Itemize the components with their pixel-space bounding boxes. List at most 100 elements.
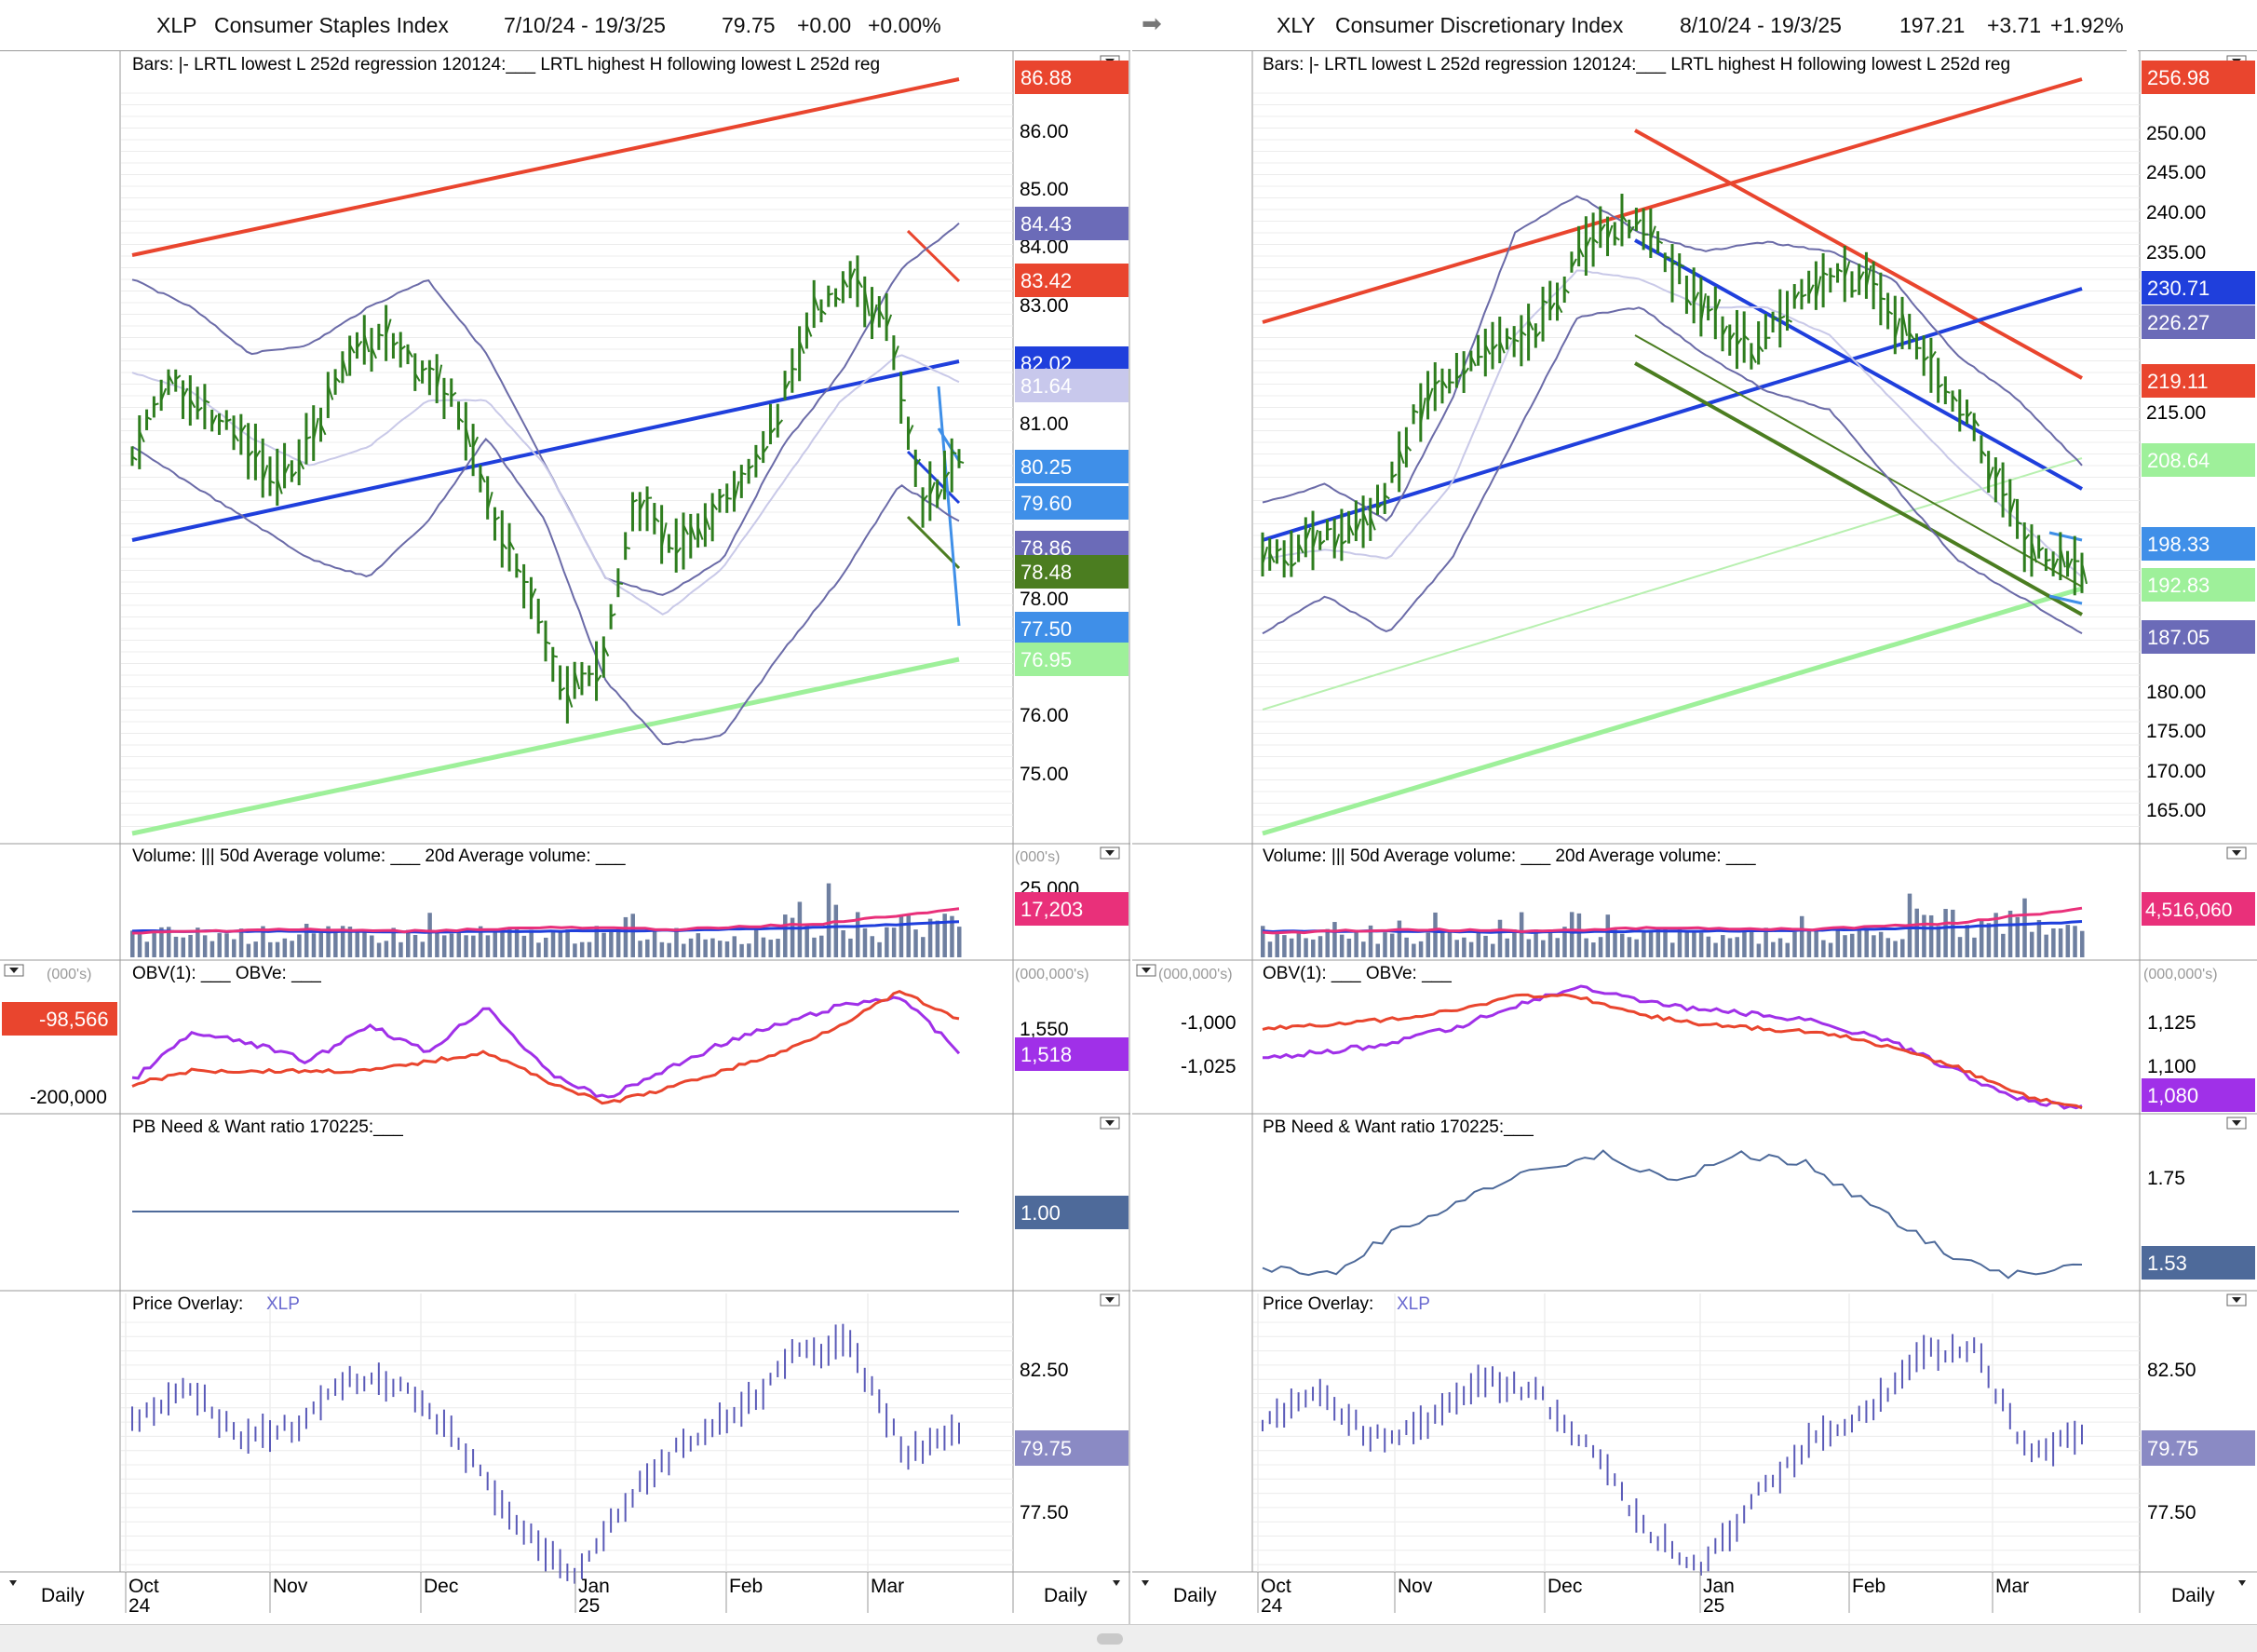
svg-text:1.00: 1.00	[1020, 1201, 1061, 1225]
left-volume-bar	[399, 941, 403, 957]
right-price-tag: 226.27	[2142, 305, 2255, 339]
left-pb-menu-icon[interactable]	[1100, 1117, 1120, 1130]
right-volume-bar	[1304, 938, 1308, 957]
svg-text:1,080: 1,080	[2147, 1084, 2198, 1107]
left-volume-bar	[855, 912, 860, 957]
left-price-tick-label: 83.00	[1020, 295, 1069, 317]
left-period-left-icon	[9, 1580, 17, 1586]
left-obv-menu-icon[interactable]	[4, 964, 24, 977]
svg-text:76.95: 76.95	[1020, 648, 1072, 671]
left-price-bar-tick	[683, 523, 689, 535]
right-volume-bar	[1993, 913, 1998, 957]
right-price-bar-tick	[1606, 224, 1614, 240]
left-price-bar-tick	[769, 427, 777, 435]
left-volume-bar	[573, 943, 577, 957]
left-upper-channel-line	[131, 77, 960, 257]
left-last-price: 79.75	[722, 13, 776, 37]
horizontal-scrollbar-thumb[interactable]	[1097, 1633, 1123, 1645]
left-pb-legend: PB Need & Want ratio 170225:___	[132, 1117, 403, 1137]
left-obve-line	[131, 989, 960, 1105]
right-year-label: 24	[1261, 1595, 1283, 1617]
left-price-bar-tick	[225, 418, 232, 423]
left-volume-bar	[550, 930, 556, 957]
svg-text:-98,566: -98,566	[39, 1008, 109, 1031]
right-price-bar-tick	[1434, 379, 1440, 386]
left-volume-bar	[747, 943, 751, 957]
right-volume-bar	[1368, 925, 1373, 957]
right-volume-bar	[1893, 941, 1898, 957]
left-price-bar-tick	[835, 296, 842, 302]
left-price-bar-tick	[348, 344, 356, 354]
left-volume-bar	[688, 938, 694, 957]
right-volume-bar	[1670, 942, 1675, 957]
right-price-bar-tick	[1736, 337, 1743, 346]
left-ticker-symbol[interactable]: XLP	[156, 13, 197, 37]
left-volume-bar	[224, 933, 229, 957]
left-month-label: Feb	[729, 1576, 763, 1597]
left-volume-bar	[391, 928, 396, 957]
left-year-label: 25	[578, 1595, 600, 1617]
right-volume-bar	[1447, 929, 1453, 957]
right-volume-bar	[1698, 932, 1704, 957]
left-volume-bar	[507, 929, 512, 957]
right-volume-bar	[1928, 914, 1934, 957]
right-overlay-legend: Price Overlay:	[1263, 1294, 1373, 1314]
left-period-selector-right[interactable]: Daily	[1044, 1580, 1120, 1606]
left-volume-menu-icon[interactable]	[1100, 846, 1120, 860]
right-volume-bar	[1656, 928, 1661, 957]
left-overlay-menu-icon[interactable]	[1100, 1293, 1120, 1307]
right-price-bar-tick	[1297, 543, 1304, 554]
left-price-bar-tick	[312, 417, 319, 441]
left-price-bar-tick	[154, 402, 159, 406]
left-volume-bar	[202, 935, 208, 957]
right-volume-menu-icon[interactable]	[2226, 846, 2247, 860]
right-price-bar-tick	[1807, 284, 1815, 296]
left-chart-svg[interactable]: Bars: |- LRTL lowest L 252d regression 1…	[0, 0, 1130, 1625]
left-price-bar-tick	[914, 458, 922, 467]
right-price-bar-tick	[1938, 383, 1944, 389]
left-volume-legend: Volume: ||| 50d Average volume: ___ 20d …	[132, 846, 626, 866]
right-overlay-menu-icon[interactable]	[2226, 1293, 2247, 1307]
left-price-bar-tick	[552, 655, 559, 658]
right-price-bar-tick	[1757, 345, 1764, 353]
right-volume-tag: 4,516,060	[2142, 892, 2255, 926]
right-volume-bar	[1642, 932, 1646, 957]
right-volume-bar	[2001, 933, 2006, 957]
right-price-tick-label: 165.00	[2146, 800, 2206, 821]
right-price-legend: Bars: |- LRTL lowest L 252d regression 1…	[1263, 55, 2010, 74]
right-price-bar-tick	[1685, 297, 1693, 306]
right-price-tick-label: 235.00	[2146, 242, 2206, 264]
right-price-bar-tick	[1635, 219, 1642, 226]
left-volume-bars	[130, 883, 962, 957]
left-volume-bar	[885, 927, 889, 957]
svg-text:226.27: 226.27	[2147, 311, 2210, 334]
right-ticker-symbol[interactable]: XLY	[1277, 13, 1316, 37]
right-pb-menu-icon[interactable]	[2226, 1117, 2247, 1130]
left-price-bar-tick	[493, 516, 501, 521]
right-overlay-grid	[1253, 1321, 2140, 1565]
right-obv-menu-icon[interactable]	[1136, 964, 1156, 977]
right-price-tick-label: 240.00	[2146, 202, 2206, 223]
right-chart-svg[interactable]: Bars: |- LRTL lowest L 252d regression 1…	[1132, 0, 2257, 1625]
right-overlay-ticker: XLP	[1397, 1294, 1430, 1314]
right-price-bar-tick	[1542, 299, 1548, 305]
right-price-tag: 187.05	[2142, 620, 2255, 654]
right-price-bar-tick	[1772, 317, 1778, 321]
right-volume-bar	[1885, 938, 1891, 957]
left-volume-bar	[166, 927, 171, 957]
right-volume-bar	[1497, 919, 1503, 957]
left-month-label: Jan	[578, 1576, 610, 1597]
right-arrow-icon[interactable]: ➡	[1142, 9, 1162, 37]
right-pb-tick: 1.75	[2147, 1168, 2185, 1189]
left-period-selector[interactable]: Daily	[9, 1580, 85, 1606]
right-period-selector[interactable]: Daily	[1142, 1580, 1217, 1606]
right-volume-bar	[1468, 941, 1474, 957]
left-price-bar-tick	[210, 414, 218, 427]
right-volume-bar	[1339, 934, 1345, 957]
right-volume-bar	[1627, 937, 1632, 957]
left-volume-bar	[311, 933, 317, 957]
right-volume-bar	[1289, 938, 1294, 957]
right-period-selector-right[interactable]: Daily	[2171, 1580, 2246, 1606]
left-volume-bar	[899, 914, 904, 957]
right-price-bar-tick	[1441, 379, 1448, 389]
